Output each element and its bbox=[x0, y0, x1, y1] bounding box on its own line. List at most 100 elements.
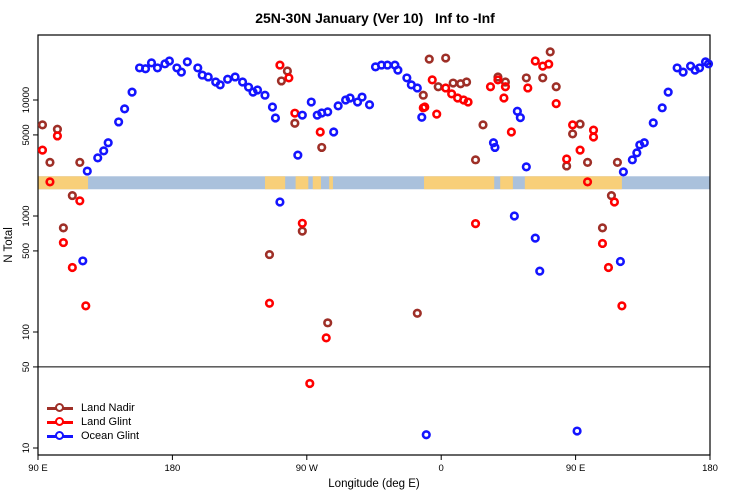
point-land-glint bbox=[485, 82, 496, 92]
point-ocean-glint bbox=[93, 153, 103, 163]
point-land-glint bbox=[321, 333, 331, 343]
point-ocean-glint bbox=[140, 64, 151, 74]
point-ocean-glint bbox=[333, 101, 343, 111]
point-ocean-glint bbox=[120, 104, 130, 114]
map-band-land-segment bbox=[329, 176, 333, 190]
y-axis-title: N Total bbox=[3, 227, 15, 263]
point-ocean-glint bbox=[509, 211, 519, 221]
point-ocean-glint bbox=[364, 100, 375, 110]
x-tick-label: 90 E bbox=[566, 463, 586, 474]
point-ocean-glint bbox=[203, 72, 213, 82]
point-land-glint bbox=[427, 75, 437, 85]
point-land-nadir bbox=[562, 161, 572, 171]
point-land-glint bbox=[493, 75, 503, 85]
x-tick-label: 90 E bbox=[28, 463, 48, 474]
point-land-glint bbox=[418, 103, 428, 113]
point-land-nadir bbox=[45, 157, 55, 167]
x-tick-label: 180 bbox=[164, 463, 180, 474]
point-land-nadir bbox=[568, 129, 578, 139]
point-ocean-glint bbox=[127, 87, 137, 97]
point-ocean-glint bbox=[648, 118, 658, 128]
point-land-nadir bbox=[441, 53, 451, 63]
y-tick-label: 5000 bbox=[21, 124, 32, 145]
point-ocean-glint bbox=[615, 256, 626, 267]
point-ocean-glint bbox=[703, 59, 714, 69]
point-land-glint bbox=[551, 99, 561, 109]
point-land-nadir bbox=[470, 155, 481, 165]
point-ocean-glint bbox=[678, 67, 688, 77]
point-land-glint bbox=[52, 131, 63, 141]
point-ocean-glint bbox=[275, 197, 285, 207]
point-land-nadir bbox=[461, 77, 472, 87]
point-land-glint bbox=[568, 120, 578, 130]
point-land-nadir bbox=[424, 54, 434, 64]
point-land-glint bbox=[530, 56, 540, 66]
point-land-nadir bbox=[67, 190, 77, 201]
point-land-glint bbox=[81, 301, 91, 311]
point-land-nadir bbox=[582, 157, 593, 167]
point-land-nadir bbox=[264, 249, 275, 260]
point-ocean-glint bbox=[297, 110, 307, 120]
point-ocean-glint bbox=[164, 56, 175, 66]
x-axis-title: Longitude (deg E) bbox=[328, 478, 420, 490]
point-land-glint bbox=[441, 83, 451, 93]
point-land-nadir bbox=[612, 157, 623, 167]
point-ocean-glint bbox=[260, 90, 270, 100]
point-ocean-glint bbox=[345, 93, 355, 103]
point-land-nadir bbox=[297, 226, 307, 236]
map-band-land-segment bbox=[264, 176, 286, 190]
point-ocean-glint bbox=[402, 73, 412, 83]
y-tick-label: 10000 bbox=[21, 87, 32, 113]
point-land-nadir bbox=[433, 82, 443, 92]
x-tick-label: 0 bbox=[439, 463, 444, 474]
point-ocean-glint bbox=[657, 103, 667, 113]
point-land-glint bbox=[67, 262, 77, 273]
point-land-glint bbox=[264, 298, 275, 308]
point-ocean-glint bbox=[146, 58, 157, 68]
point-ocean-glint bbox=[572, 426, 582, 436]
point-ocean-glint bbox=[663, 87, 673, 97]
point-land-glint bbox=[315, 127, 325, 137]
point-ocean-glint bbox=[352, 97, 363, 107]
point-ocean-glint bbox=[114, 117, 124, 127]
point-land-nadir bbox=[276, 76, 287, 86]
point-land-nadir bbox=[448, 78, 458, 88]
point-land-glint bbox=[588, 132, 599, 142]
point-ocean-glint bbox=[515, 113, 525, 123]
point-ocean-glint bbox=[488, 138, 499, 148]
point-land-glint bbox=[463, 97, 473, 107]
point-ocean-glint bbox=[215, 80, 225, 90]
point-land-glint bbox=[597, 238, 608, 249]
point-ocean-glint bbox=[530, 233, 540, 243]
point-land-nadir bbox=[37, 120, 48, 130]
point-ocean-glint bbox=[694, 63, 705, 73]
point-land-nadir bbox=[478, 120, 488, 130]
point-ocean-glint bbox=[306, 97, 316, 107]
y-tick-label: 500 bbox=[21, 243, 32, 259]
point-land-glint bbox=[45, 177, 55, 187]
y-tick-label: 50 bbox=[21, 362, 32, 373]
point-ocean-glint bbox=[417, 112, 427, 122]
point-land-glint bbox=[575, 145, 585, 155]
point-ocean-glint bbox=[252, 85, 263, 95]
map-band-land-segment bbox=[424, 176, 495, 190]
point-land-glint bbox=[284, 73, 294, 83]
point-land-glint bbox=[544, 59, 554, 69]
point-land-nadir bbox=[290, 118, 300, 128]
point-ocean-glint bbox=[182, 57, 192, 67]
legend: Land Nadir Land Glint Ocean Glint bbox=[47, 401, 139, 443]
point-land-glint bbox=[432, 109, 442, 119]
legend-item-ocean-glint: Ocean Glint bbox=[47, 429, 139, 443]
point-ocean-glint bbox=[267, 102, 278, 112]
point-ocean-glint bbox=[412, 83, 422, 93]
point-land-nadir bbox=[500, 77, 511, 87]
point-ocean-glint bbox=[521, 162, 531, 172]
point-land-glint bbox=[603, 262, 614, 273]
point-ocean-glint bbox=[639, 138, 649, 148]
point-ocean-glint bbox=[627, 155, 637, 165]
land-nadir-marker-icon bbox=[47, 403, 73, 413]
point-ocean-glint bbox=[632, 148, 642, 158]
point-land-nadir bbox=[551, 82, 561, 92]
